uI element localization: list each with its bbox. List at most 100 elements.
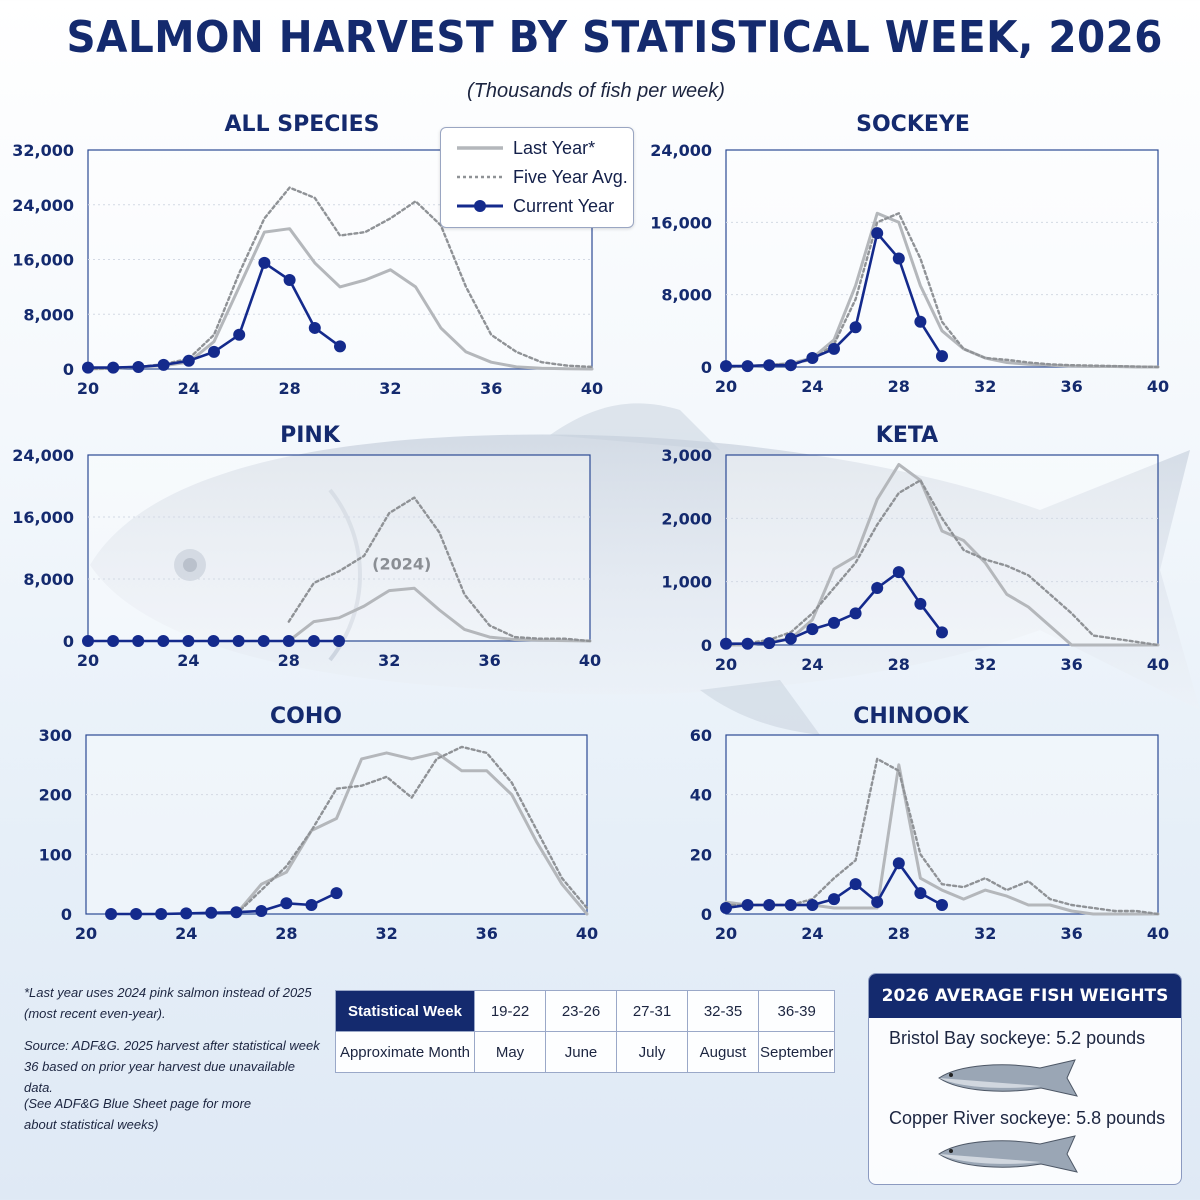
data-point-current-year [232, 635, 245, 647]
data-point-current-year [132, 360, 145, 373]
chart-sockeye: 0 8,000 16,000 24,000 20 24 28 32 36 40 [650, 141, 1169, 396]
data-point-current-year [871, 896, 884, 909]
plot-frame-keta [725, 454, 1159, 646]
x-tick-label: 28 [278, 379, 300, 398]
x-tick-label: 24 [801, 924, 823, 943]
data-point-current-year [182, 354, 195, 367]
table-header-approximate-month: Approximate Month [335, 1031, 475, 1073]
data-point-current-year [936, 626, 948, 639]
y-tick-label: 16,000 [12, 251, 74, 270]
weight-bristol-bay: Bristol Bay sockeye: 5.2 pounds [889, 1028, 1146, 1048]
page-subtitle: (Thousands of fish per week) [467, 80, 725, 102]
y-tick-label: 16,000 [12, 508, 74, 527]
y-tick-label: 0 [61, 905, 72, 924]
data-point-current-year [849, 607, 862, 620]
data-point-current-year [107, 635, 120, 647]
table-row-months: Approximate Month May June July August S… [335, 1031, 836, 1073]
series-line-five-year-avg [724, 479, 1160, 647]
data-point-current-year [255, 905, 268, 918]
legend-item-current-year: Current Year [441, 194, 633, 218]
legend-swatch-five-year [457, 175, 503, 179]
x-tick-label: 36 [1060, 377, 1082, 396]
chart-title-chinook: CHINOOK [853, 704, 969, 729]
chart-title-pink: PINK [280, 423, 340, 448]
data-point-current-year [130, 908, 143, 920]
data-point-current-year [828, 342, 840, 355]
data-point-current-year [784, 359, 797, 372]
data-point-current-year [849, 321, 862, 334]
y-tick-label: 0 [701, 905, 712, 924]
chart-title-keta: KETA [875, 423, 939, 448]
x-tick-label: 32 [379, 379, 401, 398]
data-point-current-year [82, 361, 94, 374]
footnote-last-year: *Last year uses 2024 pink salmon instead… [24, 985, 312, 1021]
data-point-current-year [233, 328, 246, 341]
data-point-current-year [784, 632, 797, 645]
data-point-current-year [308, 321, 321, 334]
x-tick-label: 24 [177, 651, 199, 670]
x-tick-label: 20 [715, 377, 737, 396]
y-tick-label: 1,000 [661, 573, 712, 592]
table-cell-month: May [474, 1031, 546, 1073]
annotation-2024: (2024) [372, 555, 431, 574]
x-tick-label: 20 [75, 924, 97, 943]
table-cell-month: August [687, 1031, 759, 1073]
data-point-current-year [936, 899, 948, 912]
data-point-current-year [784, 899, 797, 912]
data-point-current-year [105, 908, 118, 920]
series-line-current-year [109, 891, 338, 916]
data-point-current-year [258, 256, 271, 269]
chart-legend: Last Year* Five Year Avg. Current Year [440, 127, 634, 228]
chart-title-all-species: ALL SPECIES [224, 112, 380, 137]
data-point-current-year [208, 345, 220, 358]
data-point-current-year [828, 616, 840, 629]
data-point-current-year [305, 899, 318, 912]
y-tick-label: 16,000 [650, 213, 712, 232]
data-point-current-year [720, 637, 732, 650]
data-point-current-year [892, 566, 905, 579]
data-point-current-year [914, 887, 927, 900]
y-tick-label: 2,000 [661, 509, 712, 528]
x-tick-label: 36 [1060, 655, 1082, 674]
data-point-current-year [914, 597, 927, 610]
data-point-current-year [180, 907, 193, 920]
x-tick-label: 36 [480, 379, 502, 398]
series-line-five-year-avg [235, 745, 589, 916]
series-line-last-year [724, 463, 1160, 647]
data-point-current-year [333, 635, 345, 647]
y-tick-label: 0 [63, 632, 74, 651]
data-point-current-year [806, 351, 819, 364]
x-tick-label: 20 [77, 651, 99, 670]
y-tick-label: 24,000 [650, 141, 712, 160]
x-tick-label: 24 [801, 377, 823, 396]
legend-swatch-last-year [457, 146, 503, 150]
data-point-current-year [763, 359, 776, 372]
y-tick-label: 32,000 [12, 141, 74, 160]
x-tick-label: 36 [476, 924, 498, 943]
y-tick-label: 20 [690, 845, 712, 864]
data-point-current-year [828, 893, 840, 906]
x-tick-label: 32 [378, 651, 400, 670]
chart-title-coho: COHO [270, 704, 342, 729]
data-point-current-year [741, 899, 754, 912]
x-tick-label: 40 [579, 651, 601, 670]
data-point-current-year [205, 906, 218, 919]
x-tick-label: 32 [974, 924, 996, 943]
data-point-current-year [157, 635, 170, 647]
x-tick-label: 32 [974, 655, 996, 674]
x-tick-label: 28 [278, 651, 300, 670]
data-point-current-year [806, 623, 819, 636]
see-also-note: (See ADF&G Blue Sheet page for more abou… [24, 1096, 252, 1132]
x-tick-label: 36 [478, 651, 500, 670]
table-cell-month: July [616, 1031, 688, 1073]
y-tick-label: 24,000 [12, 446, 74, 465]
x-tick-label: 36 [1060, 924, 1082, 943]
table-row-weeks: Statistical Week 19-22 23-26 27-31 32-35… [335, 990, 836, 1032]
x-tick-label: 40 [1147, 924, 1169, 943]
chart-title-sockeye: SOCKEYE [856, 112, 970, 137]
salmon-icon [938, 1059, 1078, 1097]
series-line-last-year [287, 586, 592, 643]
plot-frame-chinook [725, 734, 1159, 915]
table-header-statistical-week: Statistical Week [335, 990, 475, 1032]
